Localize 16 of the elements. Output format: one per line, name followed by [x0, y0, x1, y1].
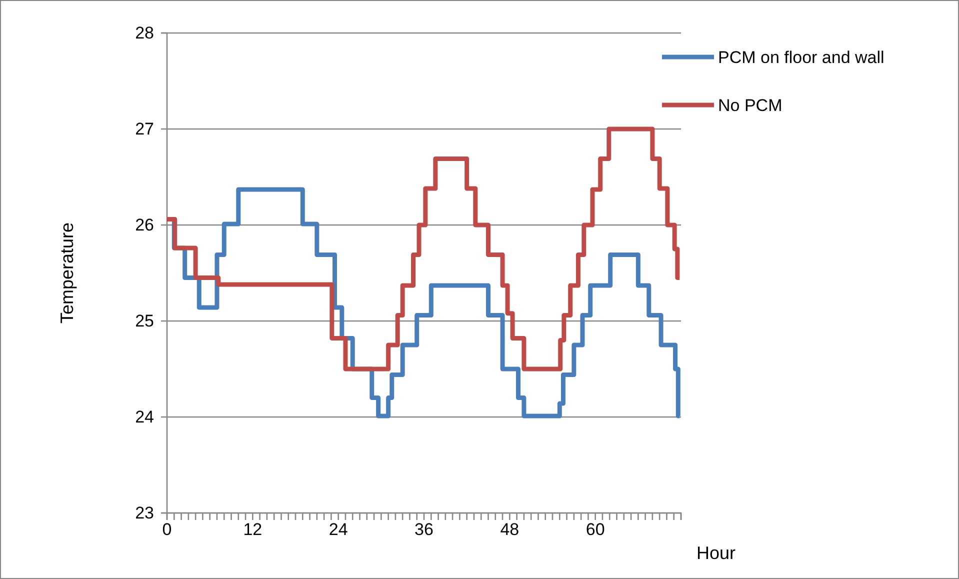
legend-label: No PCM — [718, 96, 782, 115]
y-axis-title: Temperature — [57, 222, 77, 324]
y-tick-label: 28 — [135, 23, 154, 42]
y-tick-label: 25 — [135, 311, 154, 330]
x-tick-label: 24 — [328, 520, 348, 539]
x-tick-label: 0 — [162, 520, 172, 539]
y-tick-label: 27 — [135, 119, 154, 138]
x-tick-label: 36 — [414, 520, 434, 539]
y-tick-label: 24 — [135, 407, 154, 426]
x-tick-label: 60 — [586, 520, 605, 539]
y-tick-label: 26 — [135, 215, 154, 234]
y-tick-label: 23 — [135, 503, 154, 522]
x-tick-label: 48 — [500, 520, 520, 539]
legend-label: PCM on floor and wall — [718, 48, 884, 67]
x-axis-title: Hour — [696, 543, 736, 563]
x-tick-label: 12 — [243, 520, 262, 539]
